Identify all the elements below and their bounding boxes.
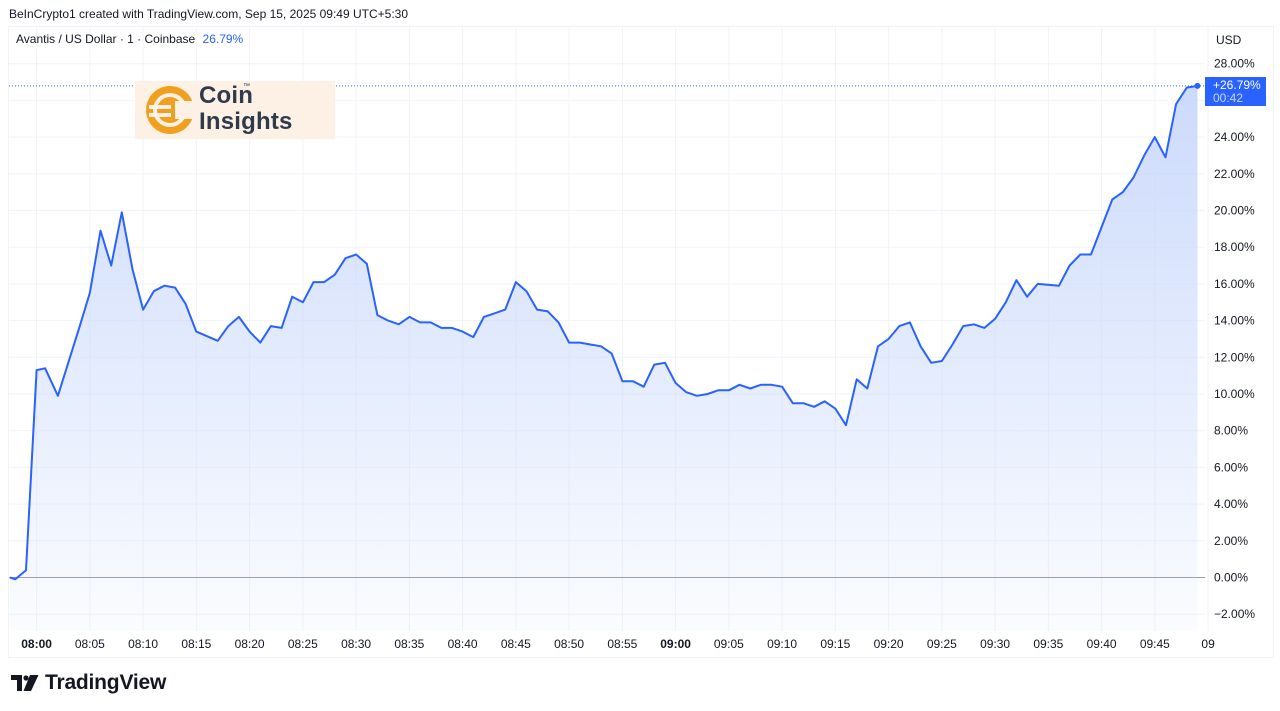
x-tick-label: 09:20: [874, 637, 904, 651]
x-tick-label: 08:55: [607, 637, 637, 651]
x-tick-label: 08:00: [21, 637, 52, 651]
x-tick-label: 09:30: [980, 637, 1010, 651]
y-tick-label: 8.00%: [1214, 424, 1248, 438]
x-tick-label: 08:40: [448, 637, 478, 651]
last-price-label: +26.79% 00:42: [1205, 77, 1266, 106]
y-tick-label: 6.00%: [1214, 460, 1248, 474]
area-layer: [9, 82, 1207, 631]
y-tick-label: 10.00%: [1214, 387, 1255, 401]
tradingview-wordmark: TradingView: [45, 671, 167, 694]
last-price-value: +26.79%: [1213, 78, 1261, 92]
series-area-fill: [10, 85, 1198, 631]
y-tick-label: 22.00%: [1214, 167, 1255, 181]
y-tick-label: 4.00%: [1214, 497, 1248, 511]
x-tick-label: 09:40: [1087, 637, 1117, 651]
logo-line-1: Coin: [199, 82, 254, 109]
coin-insights-watermark: Coin Insights ™: [135, 81, 335, 139]
chart-panel[interactable]: 28.00%26.00%24.00%22.00%20.00%18.00%16.0…: [8, 26, 1274, 658]
x-tick-label: 09:10: [767, 637, 797, 651]
y-tick-label: 0.00%: [1214, 571, 1248, 585]
bar-countdown: 00:42: [1213, 91, 1244, 105]
trademark-mark: ™: [243, 83, 250, 90]
coin-insights-wordmark: Coin Insights: [199, 83, 293, 135]
x-tick-label: 09:45: [1140, 637, 1170, 651]
x-tick-label: 09:00: [660, 637, 691, 651]
x-tick-label: 08:15: [181, 637, 211, 651]
y-tick-label: 16.00%: [1214, 277, 1255, 291]
y-tick-label: 18.00%: [1214, 240, 1255, 254]
y-tick-label: 24.00%: [1214, 130, 1255, 144]
coin-insights-logo-icon: [146, 86, 195, 134]
symbol-legend[interactable]: Avantis / US Dollar · 1 · Coinbase 26.79…: [16, 32, 243, 46]
change-percent: 26.79%: [202, 32, 244, 46]
chart-credit: BeInCrypto1 created with TradingView.com…: [9, 7, 409, 21]
x-tick-label: 09:25: [927, 637, 957, 651]
x-tick-label: 08:30: [341, 637, 371, 651]
y-tick-label: 28.00%: [1214, 57, 1255, 71]
x-tick-label: 08:05: [75, 637, 105, 651]
x-tick-label: 09:35: [1033, 637, 1063, 651]
y-tick-label: −2.00%: [1214, 607, 1255, 621]
y-tick-label: 14.00%: [1214, 314, 1255, 328]
y-tick-label: 20.00%: [1214, 204, 1255, 218]
x-tick-label: 08:50: [554, 637, 584, 651]
tradingview-logo-icon: [11, 675, 39, 691]
x-tick-label: 08:10: [128, 637, 158, 651]
x-tick-label: 08:25: [288, 637, 318, 651]
last-price-dot: [1194, 82, 1201, 89]
x-tick-label: 09: [1201, 637, 1215, 651]
price-chart[interactable]: 28.00%26.00%24.00%22.00%20.00%18.00%16.0…: [9, 27, 1273, 657]
logo-line-2: Insights: [199, 108, 293, 135]
x-tick-label: 08:20: [235, 637, 265, 651]
series-line: [9, 84, 1198, 581]
x-tick-label: 08:35: [394, 637, 424, 651]
y-tick-label: 12.00%: [1214, 350, 1255, 364]
x-tick-label: 09:15: [820, 637, 850, 651]
y-tick-label: 2.00%: [1214, 534, 1248, 548]
tradingview-brand[interactable]: TradingView: [11, 671, 166, 695]
symbol-title: Avantis / US Dollar · 1 · Coinbase: [16, 32, 196, 46]
currency-label[interactable]: USD: [1216, 33, 1242, 47]
x-tick-label: 08:45: [501, 637, 531, 651]
x-tick-label: 09:05: [714, 637, 744, 651]
